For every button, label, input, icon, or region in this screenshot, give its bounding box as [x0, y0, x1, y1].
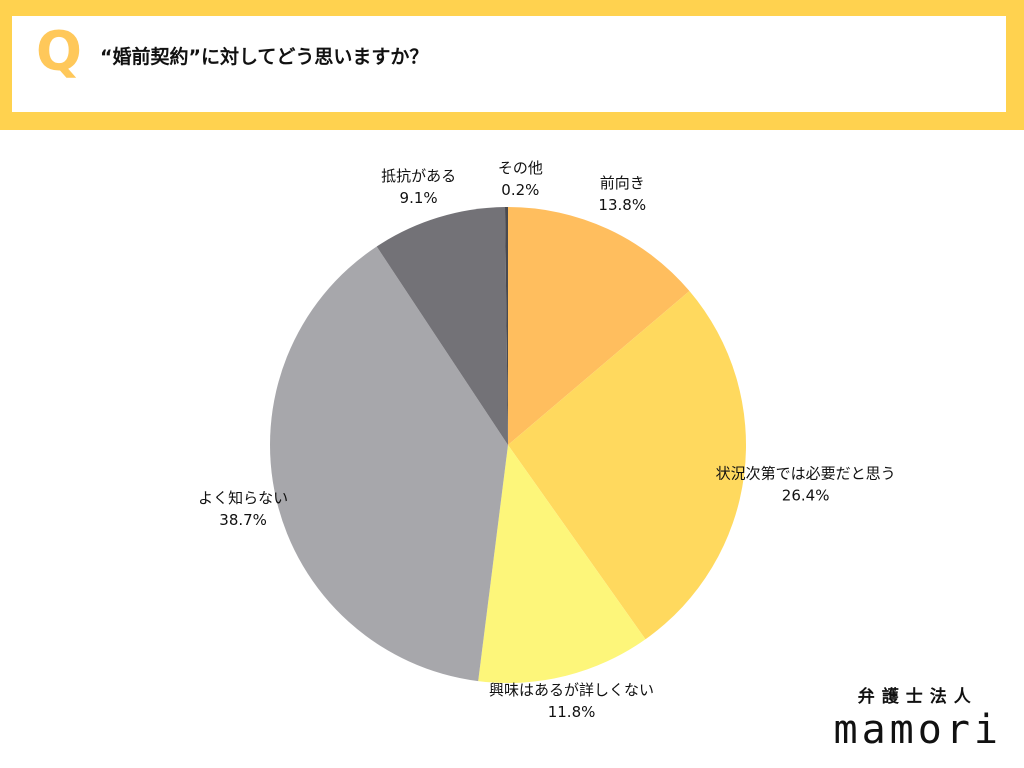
slice-value-1: 13.8% — [598, 196, 646, 214]
brand-tagline: 弁護士法人 — [857, 687, 978, 707]
header-card — [12, 16, 1006, 112]
slice-value-5: 9.1% — [400, 189, 438, 207]
slice-label-2: 状況次第では必要だと思う — [716, 465, 896, 483]
slice-label-5: 抵抗がある — [381, 167, 456, 185]
slice-label-1: 前向き — [600, 174, 645, 192]
brand-name: mamori — [833, 707, 1002, 753]
question-title: “婚前契約”に対してどう思いますか？ — [100, 46, 429, 68]
slice-value-3: 11.8% — [548, 703, 596, 721]
brand-logo: 弁護士法人 mamori — [834, 686, 1003, 752]
pie-slice-6 — [505, 207, 508, 445]
pie-slice-5 — [376, 207, 508, 445]
pie-slice-1 — [508, 207, 690, 445]
pie-slice-4 — [270, 246, 508, 682]
slice-value-4: 38.7% — [219, 511, 267, 529]
pie-labels: 前向き 13.8% 状況次第では必要だと思う 26.4% 興味はあるが詳しくない 11.8… — [198, 159, 896, 721]
q-mark: Q — [36, 20, 82, 83]
pie-slice-2 — [508, 291, 747, 640]
slice-label-4: よく知らない — [198, 489, 288, 507]
slice-label-3: 興味はあるが詳しくない — [489, 681, 654, 699]
slice-value-2: 26.4% — [782, 487, 830, 505]
slice-value-6: 0.2% — [501, 181, 539, 199]
slice-label-6: その他 — [498, 159, 543, 177]
pie-slices — [270, 207, 747, 683]
pie-slice-3 — [478, 445, 646, 683]
